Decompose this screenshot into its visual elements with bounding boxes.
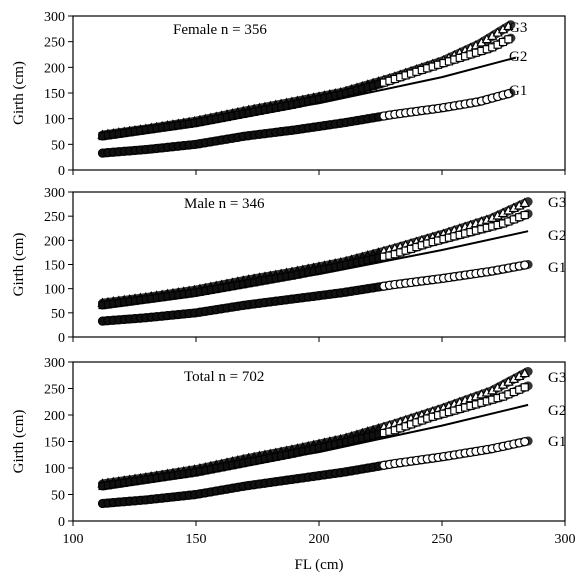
y-tick-label: 50: [51, 489, 65, 504]
y-tick-label: 250: [44, 210, 65, 225]
x-axis-title: FL (cm): [294, 557, 343, 573]
y-tick-label: 200: [44, 234, 65, 249]
y-tick-label: 150: [44, 259, 65, 274]
series-g3: [97, 20, 516, 140]
series-unlabeled: [98, 33, 516, 141]
y-tick-label: 250: [44, 36, 65, 51]
y-tick-label: 200: [44, 61, 65, 76]
y-tick-label: 100: [44, 113, 65, 128]
series-g3: [97, 367, 533, 489]
panel-annotation: Total n = 702: [184, 369, 264, 385]
panel-2: 0 50 100 150 200 250 300 Girth (cm) Male n = 346…: [11, 186, 566, 346]
data-point-square: [520, 383, 529, 392]
y-tick-label: 100: [44, 462, 65, 477]
series-label-g1: G1: [509, 83, 527, 99]
series-label-g1: G1: [548, 434, 566, 450]
series-g1: [97, 88, 516, 158]
y-tick-label: 150: [44, 436, 65, 451]
y-tick-label: 300: [44, 186, 65, 201]
panel-3: 0 50 100 150 200 250 300 100 150 200 250 300 Girth (…: [11, 356, 576, 547]
series-g1: [97, 436, 533, 509]
series-band: [98, 367, 533, 489]
series-label-g1: G1: [548, 260, 566, 276]
x-tick-label: 250: [432, 532, 453, 547]
y-tick-label: 50: [51, 307, 65, 322]
data-point-circle: [503, 89, 513, 99]
data-point-triangle: [519, 197, 530, 207]
series-label-g3: G3: [548, 195, 566, 211]
series-label-g3: G3: [509, 20, 527, 36]
y-tick-label: 300: [44, 10, 65, 25]
y-tick-label: 50: [51, 138, 65, 153]
x-tick-label: 100: [63, 532, 84, 547]
data-point-square: [504, 35, 513, 44]
x-tick-label: 300: [555, 532, 576, 547]
y-axis-title: Girth (cm): [11, 233, 27, 297]
panel-1: 0 50 100 150 200 250 300 Girth (cm) Female n = 3…: [11, 10, 566, 179]
y-tick-label: 0: [58, 331, 65, 346]
series-band: [98, 20, 516, 140]
x-tick-label: 200: [309, 532, 330, 547]
y-tick-label: 0: [58, 515, 65, 530]
data-point-triangle: [503, 20, 514, 30]
panel-annotation: Male n = 346: [184, 196, 265, 212]
series-unlabeled: [98, 381, 533, 491]
series-g1: [97, 260, 533, 326]
series-band: [98, 197, 533, 308]
series-label-g2: G2: [509, 49, 527, 65]
y-tick-label: 200: [44, 409, 65, 424]
series-g3: [97, 197, 533, 308]
x-tick-label: 150: [186, 532, 207, 547]
data-point-square: [520, 211, 529, 220]
y-axis-title: Girth (cm): [11, 410, 27, 474]
y-tick-label: 300: [44, 356, 65, 371]
series-unlabeled: [98, 209, 533, 310]
data-point-circle: [520, 260, 530, 270]
y-tick-label: 0: [58, 164, 65, 179]
y-tick-label: 100: [44, 283, 65, 298]
series-label-g2: G2: [548, 403, 566, 419]
data-point-circle: [520, 437, 530, 447]
panel-annotation: Female n = 356: [173, 22, 267, 38]
y-tick-label: 250: [44, 383, 65, 398]
y-axis-title: Girth (cm): [11, 61, 27, 125]
series-label-g2: G2: [548, 228, 566, 244]
y-tick-label: 150: [44, 87, 65, 102]
series-label-g3: G3: [548, 370, 566, 386]
data-point-triangle: [519, 367, 530, 378]
